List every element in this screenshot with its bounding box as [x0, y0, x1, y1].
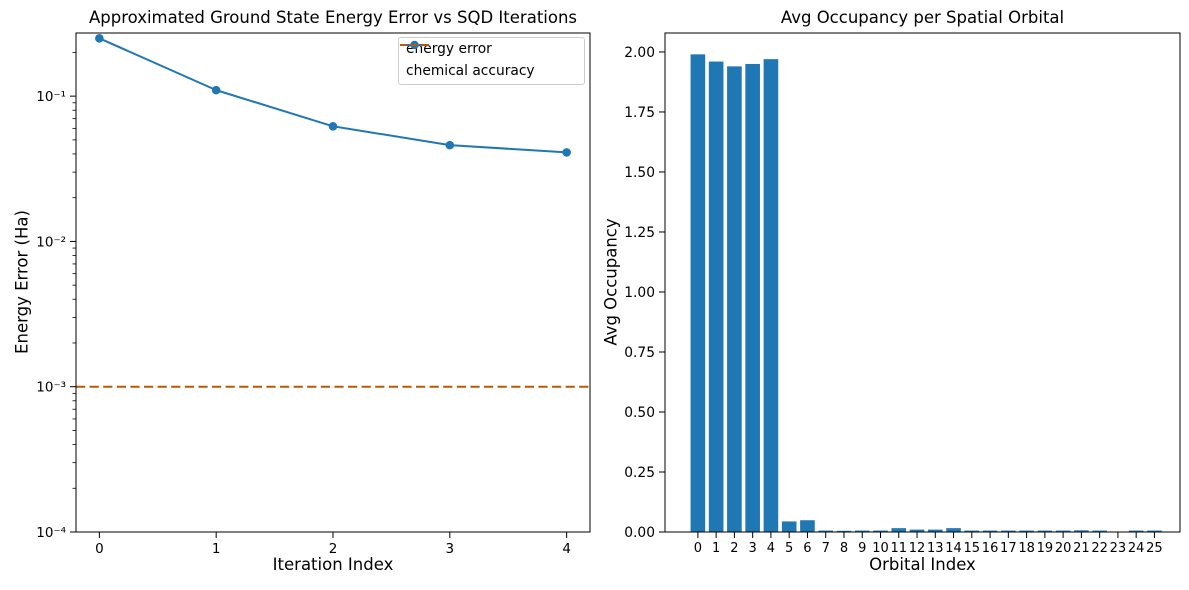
x-tick-label: 25 [1146, 541, 1163, 556]
x-tick-label: 2 [730, 541, 738, 556]
legend-entry-energy-error: energy error [400, 40, 584, 60]
bar [818, 530, 834, 532]
bar [1074, 530, 1089, 532]
bar [1055, 530, 1071, 532]
dashed-line-sample-icon [400, 44, 429, 46]
bar [909, 529, 925, 532]
data-point-marker [445, 140, 455, 150]
x-tick-label: 17 [1000, 541, 1017, 556]
y-tick-label: 1.75 [624, 105, 655, 121]
x-tick-label: 24 [1128, 541, 1145, 556]
bar [800, 520, 815, 532]
bar [745, 63, 760, 532]
x-tick-label: 3 [749, 541, 757, 556]
data-point-marker [562, 148, 571, 157]
bar [927, 529, 943, 532]
x-tick-label: 23 [1110, 541, 1127, 556]
right-plot-frame [664, 32, 1181, 533]
y-tick-label: 10⁻⁴ [36, 525, 66, 541]
y-tick-label: 10⁻¹ [36, 89, 66, 105]
y-tick-label: 1.25 [624, 225, 655, 241]
x-tick-label: 12 [909, 541, 926, 556]
bar [1019, 530, 1034, 532]
bar [1128, 530, 1144, 532]
y-tick-label: 10⁻³ [36, 380, 66, 396]
bar [873, 530, 888, 532]
bar [891, 528, 907, 532]
x-tick-label: 3 [446, 541, 455, 557]
bar [1092, 530, 1107, 532]
data-point-marker [211, 85, 221, 95]
bar [781, 521, 797, 532]
left-plot-ylabel: Energy Error (Ha) [12, 210, 32, 354]
y-tick-label: 10⁻² [36, 234, 66, 250]
y-tick-label: 0.50 [624, 405, 655, 421]
right-subplot: 0.000.250.500.751.001.251.501.752.000 1 2 3… [624, 32, 1181, 556]
legend-entry-chemical-accuracy: chemical accuracy [400, 44, 584, 82]
x-tick-label: 22 [1091, 541, 1108, 556]
y-tick-label: 1.50 [624, 165, 655, 181]
x-tick-label: 4 [767, 541, 775, 556]
x-tick-label: 13 [927, 541, 944, 556]
right-plot-ylabel: Avg Occupancy [601, 218, 621, 346]
x-tick-label: 7 [822, 541, 830, 556]
x-tick-label: 16 [982, 541, 999, 556]
bar [727, 66, 742, 532]
left-plot-frame [75, 32, 591, 533]
data-point-marker [95, 34, 104, 43]
bar [1001, 530, 1016, 532]
x-tick-label: 10 [872, 541, 889, 556]
bar [708, 61, 724, 533]
left-subplot: 10⁻⁴ 10⁻³ 10⁻² 10⁻¹ 0 1 2 3 4 [36, 32, 591, 557]
x-tick-label: 0 [694, 541, 702, 556]
x-tick-label: 4 [562, 541, 571, 557]
x-tick-label: 19 [1037, 541, 1054, 556]
x-tick-label: 18 [1018, 541, 1035, 556]
x-tick-label: 20 [1055, 541, 1072, 556]
bar [763, 59, 779, 532]
bar [964, 530, 980, 532]
x-tick-label: 9 [858, 541, 866, 556]
x-tick-label: 1 [712, 541, 720, 556]
bar [854, 530, 870, 532]
bar [836, 530, 852, 532]
legend-label-chemical-accuracy: chemical accuracy [406, 63, 535, 80]
x-tick-label: 8 [840, 541, 848, 556]
x-tick-label: 6 [803, 541, 811, 556]
y-tick-label: 0.75 [624, 345, 655, 361]
left-plot-title: Approximated Ground State Energy Error v… [88, 8, 578, 27]
bar [946, 528, 961, 532]
x-tick-label: 0 [95, 541, 104, 557]
y-tick-label: 2.00 [624, 45, 655, 61]
y-tick-label: 1.00 [624, 285, 655, 301]
x-tick-label: 15 [964, 541, 981, 556]
x-tick-label: 1 [212, 541, 221, 557]
right-plot-xlabel: Orbital Index [869, 555, 976, 574]
legend-box: energy error chemical accuracy [398, 37, 585, 85]
x-tick-label: 21 [1073, 541, 1090, 556]
bar [1037, 530, 1053, 532]
data-point-marker [328, 122, 338, 131]
left-plot-xlabel: Iteration Index [272, 555, 394, 574]
x-tick-label: 2 [329, 541, 338, 557]
bar [690, 54, 706, 532]
y-tick-label: 0.25 [624, 465, 655, 481]
x-tick-label: 14 [945, 541, 962, 556]
right-plot-title: Avg Occupancy per Spatial Orbital [780, 8, 1065, 27]
y-tick-label: 0.00 [624, 525, 655, 541]
bar [982, 530, 998, 532]
x-tick-label: 5 [785, 541, 793, 556]
x-tick-label: 11 [890, 541, 907, 556]
bar [1147, 530, 1162, 532]
